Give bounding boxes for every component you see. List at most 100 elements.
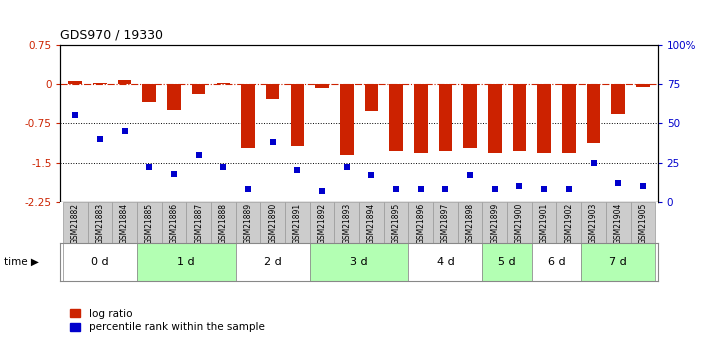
Text: GSM21902: GSM21902 [565, 203, 573, 244]
Bar [433, 202, 458, 243]
Text: GSM21896: GSM21896 [416, 203, 425, 244]
Bar [87, 202, 112, 243]
Point [144, 165, 155, 170]
Point [316, 188, 328, 194]
Bar [310, 202, 334, 243]
Text: GSM21898: GSM21898 [466, 203, 475, 244]
Text: GSM21882: GSM21882 [70, 203, 80, 244]
Point [464, 172, 476, 178]
Bar [464, 84, 477, 148]
Bar [285, 202, 310, 243]
Bar [211, 202, 235, 243]
Bar [365, 84, 378, 111]
Bar [112, 202, 137, 243]
Bar [587, 84, 600, 143]
Text: 3 d: 3 d [351, 257, 368, 267]
Point [563, 187, 574, 192]
Text: 0 d: 0 d [91, 257, 109, 267]
Bar [538, 84, 551, 153]
Bar [611, 84, 625, 115]
Bar [631, 202, 656, 243]
Bar [562, 84, 576, 153]
Point [242, 187, 254, 192]
Point [390, 187, 402, 192]
Point [267, 139, 279, 145]
Text: GSM21897: GSM21897 [441, 203, 450, 244]
Bar [359, 202, 384, 243]
Text: GSM21892: GSM21892 [318, 203, 326, 244]
Point [538, 187, 550, 192]
Bar [390, 84, 403, 151]
Bar [532, 243, 581, 281]
Point [637, 184, 648, 189]
Text: GSM21887: GSM21887 [194, 203, 203, 244]
Bar [235, 243, 310, 281]
Text: GSM21901: GSM21901 [540, 203, 549, 244]
Bar [93, 83, 107, 84]
Bar [167, 84, 181, 110]
Point [439, 187, 451, 192]
Bar [414, 84, 427, 153]
Text: GSM21885: GSM21885 [145, 203, 154, 244]
Bar [68, 81, 82, 84]
Bar [161, 202, 186, 243]
Point [612, 180, 624, 186]
Bar [488, 84, 501, 153]
Text: 2 d: 2 d [264, 257, 282, 267]
Text: 1 d: 1 d [178, 257, 195, 267]
Bar [557, 202, 581, 243]
Text: GSM21891: GSM21891 [293, 203, 302, 244]
Bar [581, 243, 656, 281]
Bar [636, 84, 650, 87]
Text: GSM21893: GSM21893 [342, 203, 351, 244]
Bar [241, 84, 255, 148]
Bar [186, 202, 211, 243]
Text: GSM21905: GSM21905 [638, 203, 648, 245]
Text: 5 d: 5 d [498, 257, 516, 267]
Bar [483, 243, 532, 281]
Point [489, 187, 501, 192]
Bar [483, 202, 507, 243]
Point [588, 160, 599, 165]
Text: GSM21894: GSM21894 [367, 203, 376, 244]
Point [218, 165, 229, 170]
Text: 6 d: 6 d [547, 257, 565, 267]
Bar [408, 243, 483, 281]
Bar [137, 202, 161, 243]
Text: GSM21900: GSM21900 [515, 203, 524, 245]
Text: GSM21904: GSM21904 [614, 203, 623, 245]
Point [341, 165, 353, 170]
Bar [334, 202, 359, 243]
Point [514, 184, 525, 189]
Point [119, 128, 130, 134]
Text: time ▶: time ▶ [4, 257, 38, 267]
Text: 4 d: 4 d [437, 257, 454, 267]
Point [95, 136, 106, 142]
Bar [606, 202, 631, 243]
Point [70, 113, 81, 118]
Bar [507, 202, 532, 243]
Bar [291, 84, 304, 146]
Point [292, 168, 303, 173]
Bar [192, 84, 205, 93]
Text: GSM21883: GSM21883 [95, 203, 105, 244]
Text: GSM21895: GSM21895 [392, 203, 400, 244]
Legend: log ratio, percentile rank within the sample: log ratio, percentile rank within the sa… [65, 305, 269, 336]
Bar [63, 202, 87, 243]
Point [365, 172, 377, 178]
Bar [63, 243, 137, 281]
Text: GDS970 / 19330: GDS970 / 19330 [60, 28, 164, 41]
Bar [217, 83, 230, 84]
Bar [408, 202, 433, 243]
Text: GSM21890: GSM21890 [268, 203, 277, 244]
Bar [118, 80, 132, 84]
Point [193, 152, 204, 157]
Bar [340, 84, 353, 155]
Bar [235, 202, 260, 243]
Bar [439, 84, 452, 151]
Bar [384, 202, 408, 243]
Point [169, 171, 180, 176]
Bar [532, 202, 557, 243]
Text: GSM21884: GSM21884 [120, 203, 129, 244]
Bar [315, 84, 328, 88]
